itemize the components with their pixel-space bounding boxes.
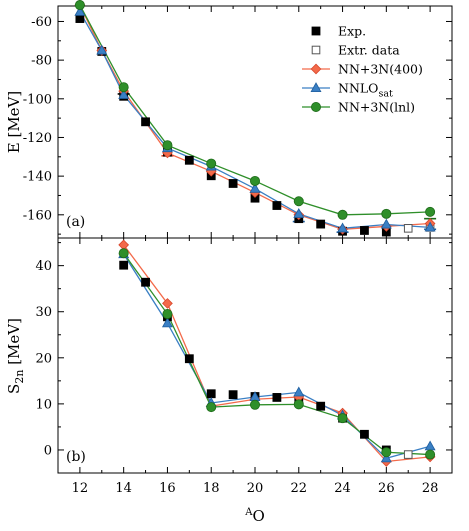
marker-exp-	[316, 219, 326, 229]
x-tick-label: 22	[291, 481, 308, 496]
marker-nnlosat	[293, 386, 305, 397]
marker-exp-	[184, 155, 194, 165]
marker-nn-3n-lnl-	[425, 449, 436, 460]
marker-nnlosat	[380, 218, 392, 229]
y-axis-title-subscript: 2n	[13, 370, 26, 384]
y-tick-label: -160	[23, 208, 52, 223]
marker-exp-	[360, 226, 369, 235]
x-tick-label: 24	[334, 481, 351, 496]
marker-nn-3n-lnl-	[206, 402, 217, 413]
marker-nnlosat	[118, 89, 130, 99]
series-line-nn-3n-400-	[123, 244, 431, 463]
marker-nnlosat	[96, 44, 108, 55]
marker-extr-data	[403, 224, 413, 233]
marker-nn-3n-lnl-	[293, 196, 304, 207]
marker-exp-	[228, 390, 238, 400]
legend-label: NN+3N(400)	[338, 62, 423, 77]
y-tick-label: 20	[35, 351, 52, 366]
marker-exp-	[272, 201, 282, 210]
legend-label-subscript: sat	[378, 89, 393, 100]
marker-nn-3n-lnl-	[249, 175, 260, 186]
marker-exp-	[206, 389, 216, 399]
marker-nn-3n-lnl-	[162, 309, 173, 320]
marker-nnlosat	[74, 5, 86, 16]
y-tick-label: -140	[23, 170, 52, 185]
y-tick-label: -80	[31, 54, 52, 69]
x-tick-label: 16	[159, 481, 176, 496]
marker-exp-	[141, 117, 150, 127]
marker-nnlosat	[424, 221, 436, 232]
marker-nnlosat	[380, 452, 392, 463]
marker-nnlosat	[161, 317, 173, 328]
marker-exp-	[316, 401, 326, 411]
x-tick-label: 14	[115, 481, 132, 496]
x-tick-label: 12	[72, 481, 89, 496]
legend-label: Extr. data	[338, 43, 400, 58]
x-axis-title-rest: O	[252, 507, 264, 525]
x-axis-title: AO	[244, 507, 265, 525]
marker-nnlosat	[424, 440, 436, 451]
marker-exp-	[311, 26, 321, 36]
x-axis-title-superscript: A	[244, 507, 253, 518]
legend-label: Exp.	[338, 24, 366, 39]
x-tick-label: 20	[247, 481, 264, 496]
legend-label: NNLOsat	[338, 81, 393, 100]
marker-nnlosat	[310, 82, 322, 92]
marker-nn-3n-400-	[162, 298, 173, 309]
y-tick-label: -60	[31, 15, 52, 30]
marker-exp-	[119, 260, 129, 270]
y-axis-title-a: E [MeV]	[5, 91, 23, 154]
panel-b: 0 10 20 30 40 12 14 16 18 20 22 24 26 28 (b)	[35, 237, 453, 496]
y-tick-label: -120	[23, 131, 52, 146]
marker-nn-3n-lnl-	[118, 248, 129, 259]
panel-a: -160 -140 -120 -100 -80 -60 (a)	[23, 0, 453, 239]
marker-nnlosat	[337, 222, 349, 233]
marker-exp-	[184, 354, 194, 364]
plot-frame	[57, 237, 453, 474]
legend-label: NN+3N(lnl)	[338, 100, 415, 115]
marker-nn-3n-lnl-	[425, 206, 436, 217]
marker-nn-3n-lnl-	[293, 399, 304, 410]
y-tick-label: 30	[35, 305, 52, 320]
marker-extr-data	[403, 450, 413, 459]
x-tick-label: 28	[422, 481, 439, 496]
marker-nn-3n-lnl-	[310, 102, 321, 113]
marker-nn-3n-lnl-	[162, 140, 173, 151]
marker-nn-3n-lnl-	[249, 399, 260, 410]
marker-nn-3n-lnl-	[337, 209, 348, 220]
marker-nn-3n-lnl-	[337, 413, 348, 424]
marker-exp-	[228, 179, 238, 188]
y-tick-label: 40	[35, 259, 52, 274]
marker-exp-	[141, 277, 150, 287]
marker-nn-3n-lnl-	[118, 82, 129, 93]
x-tick-label: 18	[203, 481, 220, 496]
legend: Exp. Extr. data NN+3N(400) NNLOsatNN+3N(lnl…	[302, 24, 423, 115]
panel-label: (b)	[66, 449, 86, 465]
y-tick-label: 10	[35, 397, 52, 412]
y-tick-label: -100	[23, 92, 52, 107]
plot-frame	[57, 5, 453, 239]
panel-label: (a)	[66, 214, 85, 230]
marker-nn-3n-lnl-	[381, 447, 392, 458]
marker-extr-data	[311, 45, 321, 55]
series-line-nnlosat	[123, 253, 431, 459]
y-tick-label: 0	[44, 443, 52, 458]
marker-exp-	[360, 429, 369, 439]
series-line-nn-3n-lnl-	[123, 252, 431, 456]
marker-nnlosat	[249, 182, 261, 193]
marker-nn-3n-lnl-	[74, 0, 85, 11]
y-axis-title-b: S2n [MeV]	[5, 318, 26, 394]
marker-nn-3n-400-	[310, 63, 322, 75]
marker-nn-3n-lnl-	[206, 158, 217, 169]
marker-nn-3n-lnl-	[381, 208, 392, 219]
marker-nnlosat	[293, 208, 305, 218]
marker-exp-	[272, 393, 282, 402]
y-axis-title-rest: [MeV]	[5, 318, 23, 370]
x-tick-label: 26	[378, 481, 395, 496]
